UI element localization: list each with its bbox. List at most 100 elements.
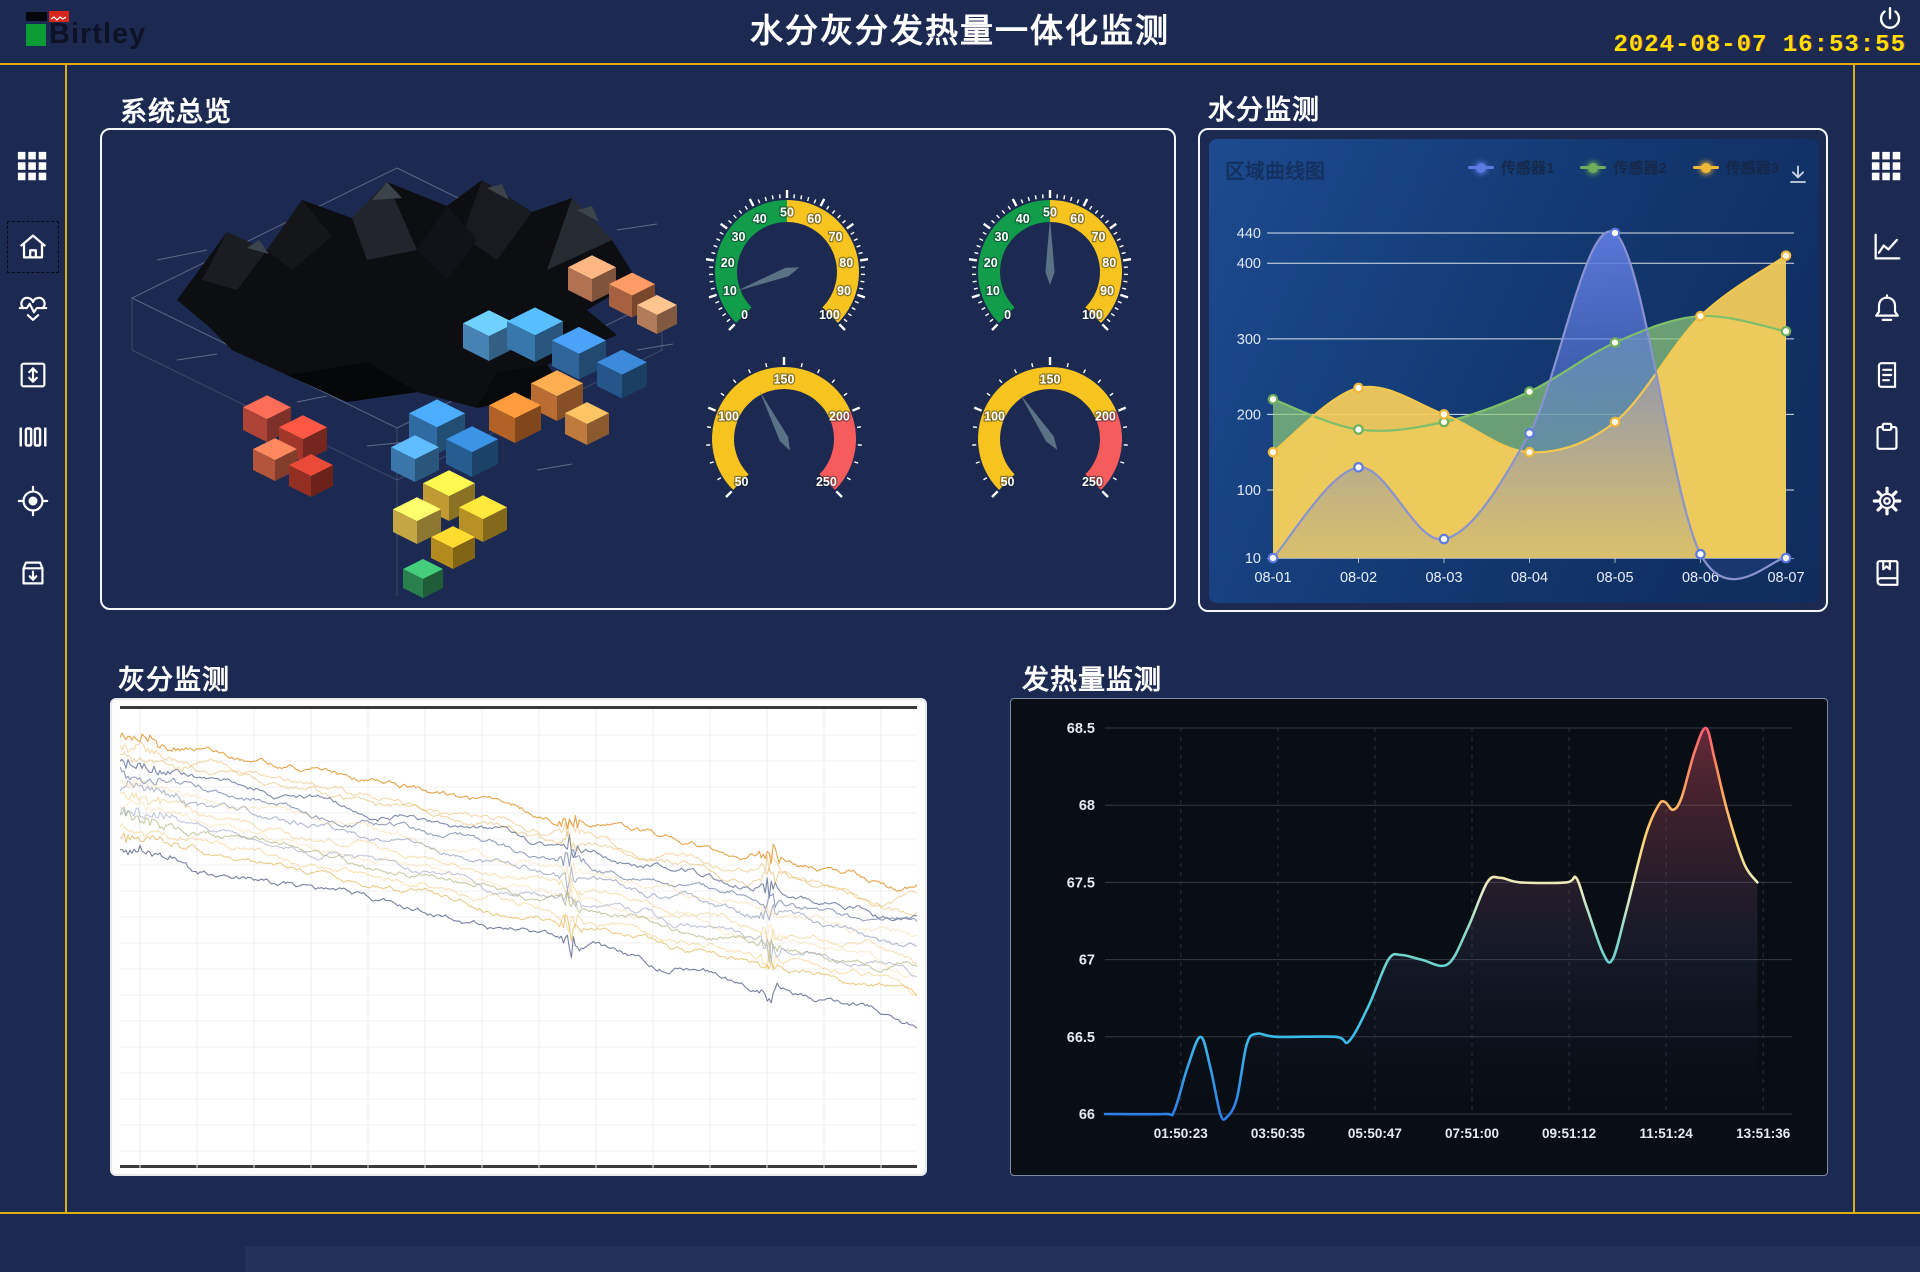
svg-text:20: 20 — [984, 256, 998, 270]
chart-legend: 传感器1 传感器2 传感器3 — [1467, 157, 1779, 178]
svg-text:70: 70 — [1092, 230, 1106, 244]
right-sidebar — [1854, 65, 1920, 1212]
svg-text:60: 60 — [1070, 212, 1084, 226]
sidebar-item-tasks[interactable] — [1865, 415, 1909, 459]
header-divider — [0, 63, 1920, 65]
svg-text:03:50:35: 03:50:35 — [1251, 1126, 1306, 1141]
heart-pulse-icon — [18, 296, 48, 321]
legend-item-sensor2[interactable]: 传感器2 — [1580, 157, 1667, 178]
svg-text:10: 10 — [1245, 551, 1261, 567]
svg-text:100: 100 — [718, 410, 739, 424]
svg-text:08-03: 08-03 — [1425, 570, 1462, 586]
sidebar-item-level-control[interactable] — [11, 353, 55, 397]
columns-icon — [19, 427, 47, 447]
gauge-moisture-2: 0 10 20 30 40 50 60 70 80 90 100 — [968, 190, 1132, 331]
svg-text:66: 66 — [1079, 1107, 1095, 1123]
svg-text:250: 250 — [816, 475, 837, 489]
sidebar-item-archive-download[interactable] — [11, 551, 55, 595]
legend-item-sensor3[interactable]: 传感器3 — [1692, 157, 1779, 178]
svg-text:07:51:00: 07:51:00 — [1445, 1126, 1499, 1141]
svg-text:50: 50 — [735, 475, 749, 489]
ash-panel — [110, 698, 927, 1176]
moisture-area-chart: 10 100 200 300 400 440 08-01 08-02 08-03 08-04 08-… — [1237, 226, 1805, 586]
svg-text:200: 200 — [1095, 410, 1116, 424]
legend-item-sensor1[interactable]: 传感器1 — [1467, 157, 1554, 178]
svg-text:150: 150 — [774, 373, 795, 387]
archive-icon — [22, 561, 44, 585]
sidebar-item-reports[interactable] — [1865, 353, 1909, 397]
download-button[interactable] — [1783, 161, 1813, 191]
sidebar-item-health-monitor[interactable] — [11, 287, 55, 331]
svg-text:100: 100 — [819, 308, 840, 322]
target-icon — [17, 485, 49, 517]
grid-icon — [17, 151, 47, 181]
sidebar-item-menu-grid[interactable] — [11, 145, 55, 189]
book-icon — [1876, 560, 1899, 586]
gear-icon — [1872, 486, 1902, 516]
svg-text:400: 400 — [1237, 256, 1261, 272]
svg-text:10: 10 — [723, 284, 737, 298]
home-icon — [19, 234, 47, 259]
svg-text:68: 68 — [1079, 798, 1095, 814]
clipboard-icon — [1876, 422, 1898, 450]
sidebar-item-trend-charts[interactable] — [1865, 225, 1909, 269]
svg-text:0: 0 — [1004, 308, 1011, 322]
svg-text:08-04: 08-04 — [1511, 570, 1548, 586]
svg-text:200: 200 — [829, 410, 850, 424]
gauge-moisture-1: 0 10 20 30 40 50 60 70 80 90 100 — [705, 190, 869, 331]
power-button[interactable] — [1876, 5, 1904, 33]
ash-title: 灰分监测 — [118, 665, 230, 695]
power-icon — [1879, 6, 1901, 29]
gauge-calorific-1: 50 100 150 200 250 — [706, 357, 862, 498]
svg-text:50: 50 — [1043, 206, 1057, 220]
sidebar-item-settings[interactable] — [1865, 479, 1909, 523]
footer-divider — [0, 1212, 1920, 1214]
gauge-calorific-2: 50 100 150 200 250 — [972, 357, 1128, 498]
svg-text:08-02: 08-02 — [1340, 570, 1377, 586]
svg-text:80: 80 — [1102, 256, 1116, 270]
svg-text:68.5: 68.5 — [1067, 721, 1095, 737]
left-rail-divider — [65, 65, 67, 1212]
sidebar-item-columns-view[interactable] — [11, 415, 55, 459]
calorific-line-chart: 66 66.5 67 67.5 68 68.5 01:50:23 03:50:35 05:50:… — [1067, 721, 1792, 1141]
svg-text:250: 250 — [1082, 475, 1103, 489]
sidebar-item-home[interactable] — [7, 221, 59, 273]
svg-text:50: 50 — [1001, 475, 1015, 489]
logo-zigzag — [50, 16, 67, 21]
svg-text:30: 30 — [995, 230, 1009, 244]
calorific-panel: 66 66.5 67 67.5 68 68.5 01:50:23 03:50:35 05:50:… — [1010, 698, 1828, 1176]
logo-text: Birtley — [49, 18, 147, 50]
datetime-display: 2024-08-07 16:53:55 — [1613, 32, 1906, 59]
left-sidebar — [0, 65, 66, 1212]
sidebar-item-target-position[interactable] — [11, 479, 55, 523]
sidebar-item-manual[interactable] — [1865, 551, 1909, 595]
svg-text:09:51:12: 09:51:12 — [1542, 1126, 1596, 1141]
svg-text:150: 150 — [1040, 373, 1061, 387]
svg-text:08-06: 08-06 — [1682, 570, 1719, 586]
svg-text:10: 10 — [986, 284, 1000, 298]
moisture-chart-card: 区域曲线图 传感器1 传感器2 传感器3 — [1209, 139, 1819, 603]
svg-text:20: 20 — [721, 256, 735, 270]
logo-mark-black — [26, 12, 47, 21]
grid-icon — [1871, 151, 1901, 181]
calorific-title: 发热量监测 — [1022, 665, 1162, 695]
svg-text:300: 300 — [1237, 332, 1261, 348]
svg-text:90: 90 — [837, 284, 851, 298]
svg-text:100: 100 — [1082, 308, 1103, 322]
line-chart-icon — [1874, 233, 1901, 260]
svg-text:100: 100 — [1237, 483, 1261, 499]
svg-text:13:51:36: 13:51:36 — [1736, 1126, 1791, 1141]
sidebar-item-menu-grid[interactable] — [1865, 145, 1909, 189]
sidebar-item-alarms[interactable] — [1865, 287, 1909, 331]
svg-text:50: 50 — [780, 206, 794, 220]
svg-text:11:51:24: 11:51:24 — [1639, 1126, 1693, 1141]
svg-text:08-05: 08-05 — [1596, 570, 1633, 586]
svg-text:200: 200 — [1237, 407, 1261, 423]
ash-chart-frame — [119, 706, 918, 1169]
logo-mark-green — [26, 24, 46, 46]
svg-text:67: 67 — [1079, 953, 1095, 969]
svg-text:40: 40 — [753, 212, 767, 226]
coal-3d-visualization — [130, 167, 677, 598]
right-rail-divider — [1853, 65, 1855, 1212]
